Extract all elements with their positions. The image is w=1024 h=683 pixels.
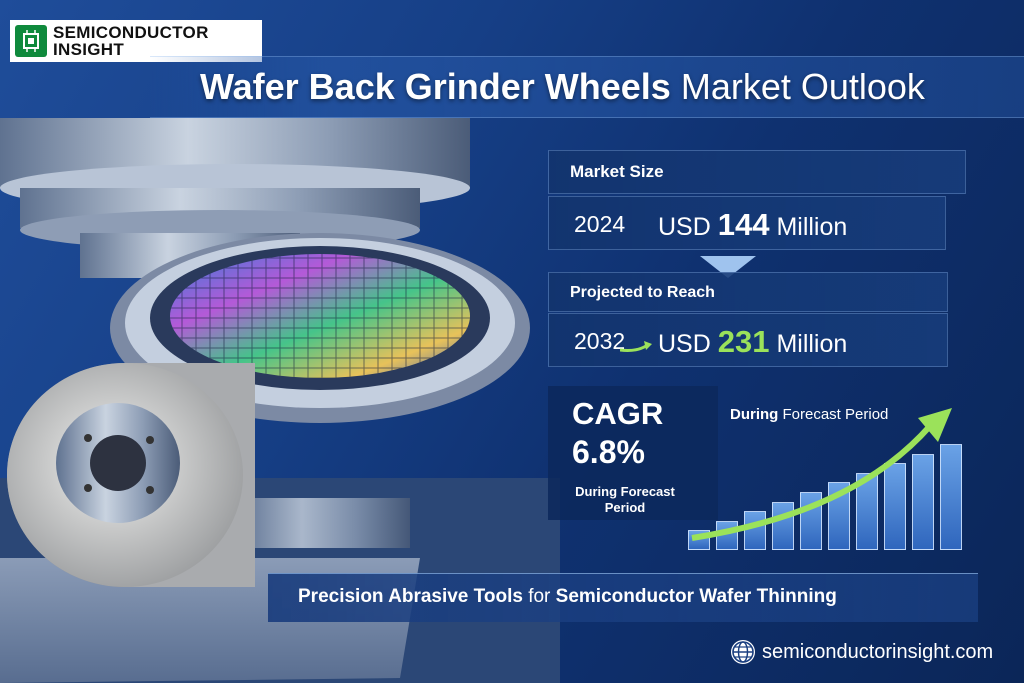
- market-size-currency: USD: [658, 213, 711, 241]
- grinder-machine-illustration: [0, 118, 560, 683]
- projection-unit: Million: [776, 330, 848, 358]
- market-size-amount: 144: [717, 207, 770, 242]
- brand-line-2: INSIGHT: [53, 40, 125, 59]
- website-text: semiconductorinsight.com: [762, 640, 994, 663]
- growth-caption: During Forecast Period: [730, 406, 888, 423]
- market-size-header: [548, 150, 966, 194]
- growth-bar: [884, 463, 906, 550]
- title-band: [150, 56, 1024, 118]
- tagline-rest-2: Semiconductor Wafer Thinning: [555, 586, 837, 607]
- market-size-label: Market Size: [570, 162, 664, 181]
- projection-amount: 231: [717, 324, 770, 359]
- brand-name: SEMICONDUCTOR INSIGHT: [53, 24, 209, 58]
- arrow-icon: [620, 341, 652, 352]
- tagline-rest-1: for: [528, 586, 551, 607]
- growth-arrow-icon: [691, 408, 952, 541]
- chip-icon: [15, 25, 47, 57]
- growth-bar: [912, 454, 934, 550]
- title-bold: Wafer Back Grinder Wheels: [200, 66, 671, 107]
- projection-value-panel: [548, 313, 948, 367]
- down-pointer-icon: [700, 256, 756, 278]
- projection-currency: USD: [658, 330, 711, 358]
- cagr-subtitle: During Forecast Period: [575, 484, 675, 515]
- tagline: Precision Abrasive Tools for Semiconduct…: [298, 586, 837, 608]
- page-title: Wafer Back Grinder Wheels Market Outlook: [200, 66, 925, 108]
- brand-logo[interactable]: SEMICONDUCTOR INSIGHT: [10, 20, 262, 62]
- market-size-value: USD 144 Million: [658, 207, 847, 243]
- cagr-label: CAGR: [572, 396, 664, 431]
- growth-caption-rest: Forecast Period: [782, 406, 889, 423]
- market-size-unit: Million: [776, 213, 848, 241]
- market-size-year: 2024: [574, 211, 626, 237]
- growth-caption-bold: During: [730, 406, 779, 423]
- cagr-value: 6.8%: [572, 434, 645, 470]
- growth-bar: [856, 473, 878, 550]
- tagline-bold: Precision Abrasive Tools: [298, 586, 523, 607]
- cagr-box: [548, 386, 718, 520]
- globe-icon: [731, 640, 755, 664]
- website-link[interactable]: semiconductorinsight.com: [730, 635, 993, 669]
- projection-label: Projected to Reach: [570, 284, 715, 301]
- projection-year: 2032: [574, 328, 626, 354]
- brand-line-1: SEMICONDUCTOR: [53, 23, 209, 42]
- projection-header: [548, 272, 948, 312]
- tagline-band: [268, 573, 978, 622]
- market-size-value-panel: [548, 196, 946, 250]
- title-light: Market Outlook: [680, 66, 925, 107]
- growth-bar: [940, 444, 962, 550]
- projection-value: USD 231 Million: [658, 324, 847, 360]
